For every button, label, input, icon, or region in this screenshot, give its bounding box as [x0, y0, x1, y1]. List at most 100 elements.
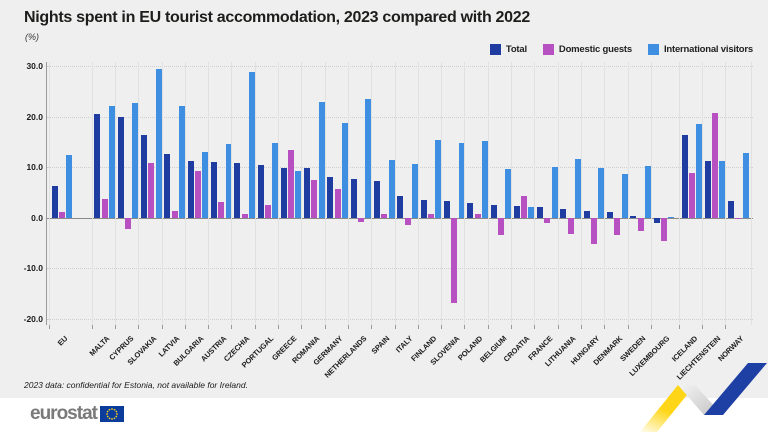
vertical-gridline: [161, 62, 163, 325]
bar-international-visitors-romania: [318, 101, 325, 218]
vertical-gridline: [487, 62, 489, 325]
bar-international-visitors-france: [551, 166, 558, 218]
chart-unit-label: (%): [25, 32, 39, 42]
vertical-gridline: [464, 62, 466, 325]
bar-total-liechtenstein: [704, 160, 711, 218]
bar-total-malta: [94, 114, 101, 218]
bar-total-eu: [51, 186, 58, 218]
bar-domestic-guests-cyprus: [125, 217, 132, 229]
plot-area: 30.0 20.0 10.0 0.0 -10.0 -20.0 EU MALTA CYPRUS SL…: [24, 61, 753, 382]
eurostat-logo: eurostat: [30, 403, 124, 425]
x-tick: [725, 325, 727, 329]
vertical-gridline: [678, 62, 680, 325]
bar-international-visitors-slovenia: [458, 142, 465, 218]
bar-international-visitors-hungary: [598, 168, 605, 218]
bar-total-greece: [280, 167, 287, 218]
bar-international-visitors-luxembourg: [668, 216, 675, 218]
vertical-gridline: [604, 62, 606, 325]
bar-total-czechia: [234, 163, 241, 218]
bar-international-visitors-cyprus: [132, 103, 139, 218]
x-tick: [702, 325, 704, 329]
x-tick: [394, 325, 396, 329]
bar-international-visitors-norway: [742, 153, 749, 218]
x-tick: [678, 325, 680, 329]
x-tick: [557, 325, 559, 329]
bar-international-visitors-eu: [66, 155, 73, 218]
bar-domestic-guests-norway: [735, 217, 742, 219]
x-tick: [604, 325, 606, 329]
bar-total-france: [537, 207, 544, 218]
bar-international-visitors-liechtenstein: [719, 161, 726, 218]
vertical-gridline: [441, 62, 443, 325]
bar-domestic-guests-poland: [474, 214, 481, 218]
bar-international-visitors-spain: [388, 160, 395, 218]
vertical-gridline: [725, 62, 727, 325]
x-tick: [324, 325, 326, 329]
bar-total-bulgaria: [187, 161, 194, 218]
bar-domestic-guests-bulgaria: [194, 171, 201, 218]
bar-domestic-guests-finland: [427, 214, 434, 218]
gridline: [47, 319, 753, 321]
vertical-gridline: [278, 62, 280, 325]
bar-total-spain: [374, 181, 381, 218]
bar-domestic-guests-belgium: [497, 217, 504, 236]
vertical-gridline: [511, 62, 513, 325]
y-axis-line: [46, 62, 47, 325]
vertical-gridline: [627, 62, 629, 325]
legend-label-total: Total: [505, 44, 527, 55]
bar-international-visitors-latvia: [178, 106, 185, 218]
bar-total-norway: [728, 200, 735, 218]
bar-total-austria: [210, 161, 217, 218]
x-tick: [347, 325, 349, 329]
bar-international-visitors-austria: [225, 143, 232, 218]
x-tick: [627, 325, 629, 329]
x-tick: [580, 325, 582, 329]
bar-domestic-guests-portugal: [264, 205, 271, 218]
vertical-gridline: [184, 62, 186, 325]
x-tick: [254, 325, 256, 329]
bar-total-portugal: [257, 165, 264, 218]
legend-item-international: International visitors: [647, 44, 753, 55]
bar-international-visitors-greece: [295, 170, 302, 218]
vertical-gridline: [114, 62, 116, 325]
bar-international-visitors-netherlands: [365, 99, 372, 218]
bar-total-hungary: [583, 211, 590, 218]
chart-title: Nights spent in EU tourist accommodation…: [24, 9, 530, 26]
bar-domestic-guests-spain: [381, 214, 388, 218]
bar-total-lithuania: [560, 209, 567, 218]
vertical-gridline: [394, 62, 396, 325]
bar-international-visitors-portugal: [272, 142, 279, 218]
y-tick-label: 0.0: [31, 212, 43, 223]
bar-international-visitors-belgium: [505, 168, 512, 218]
x-tick: [161, 325, 163, 329]
bar-total-sweden: [630, 215, 637, 218]
vertical-gridline: [702, 62, 704, 325]
bar-total-iceland: [681, 135, 688, 218]
gridline: [47, 116, 753, 118]
vertical-gridline: [534, 62, 536, 325]
x-tick: [464, 325, 466, 329]
y-tick-label: -20.0: [23, 314, 43, 325]
legend-label-domestic: Domestic guests: [558, 44, 632, 55]
bar-international-visitors-lithuania: [575, 158, 582, 218]
footnote: 2023 data: confidential for Estonia, not…: [24, 380, 248, 390]
vertical-gridline: [417, 62, 419, 325]
vertical-gridline: [138, 62, 140, 325]
x-tick: [231, 325, 233, 329]
footer-band: eurostat: [0, 398, 768, 432]
bar-domestic-guests-greece: [288, 150, 295, 218]
bar-total-denmark: [607, 211, 614, 218]
vertical-gridline: [580, 62, 582, 325]
vertical-gridline: [650, 62, 652, 325]
vertical-gridline: [371, 62, 373, 325]
vertical-gridline: [91, 62, 93, 325]
bar-international-visitors-italy: [411, 164, 418, 218]
bar-domestic-guests-denmark: [614, 217, 621, 235]
x-tick: [534, 325, 536, 329]
vertical-gridline: [557, 62, 559, 325]
legend-item-domestic: Domestic guests: [542, 44, 632, 55]
bar-international-visitors-slovakia: [155, 69, 162, 218]
x-tick: [441, 325, 443, 329]
bar-domestic-guests-liechtenstein: [712, 113, 719, 218]
